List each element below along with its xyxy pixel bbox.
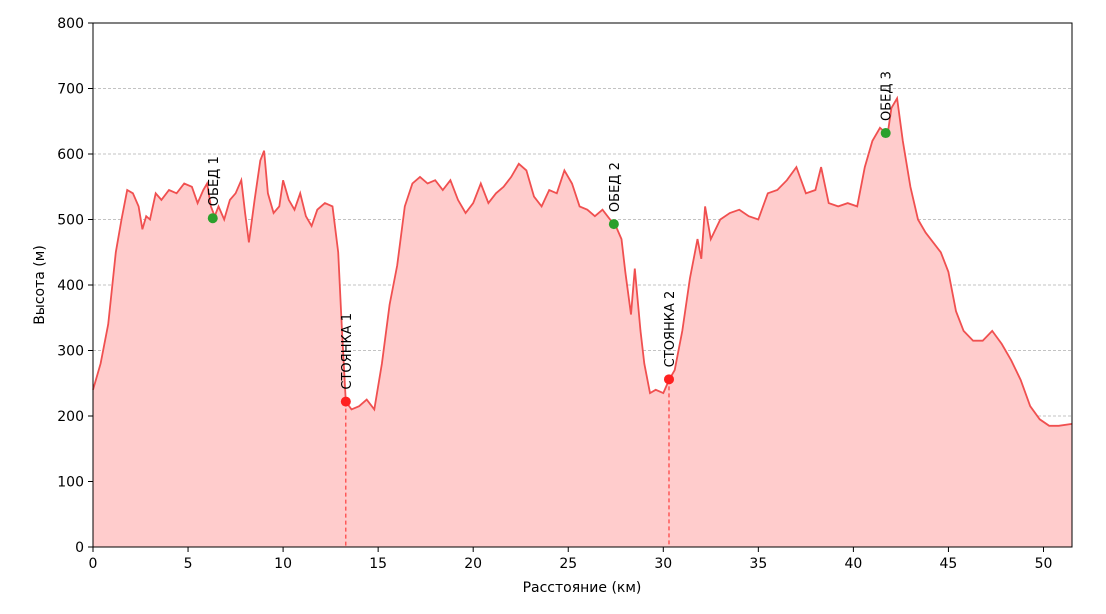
marker [608, 219, 619, 230]
marker-label: СТОЯНКА 2 [663, 291, 678, 368]
x-tick-label: 20 [464, 556, 482, 572]
plot-frame [92, 22, 1073, 548]
x-tick-label: 10 [274, 556, 292, 572]
y-tick-label: 300 [57, 344, 84, 360]
y-tick-label: 400 [57, 278, 84, 294]
y-tick-label: 500 [57, 213, 84, 229]
x-tick-label: 50 [1035, 556, 1053, 572]
x-tick-label: 15 [369, 556, 387, 572]
marker [340, 396, 351, 407]
area [93, 98, 1072, 548]
x-tick-label: 40 [844, 556, 862, 572]
x-tick-label: 45 [940, 556, 958, 572]
x-tick-label: 35 [749, 556, 767, 572]
x-axis-label: Расстояние (км) [523, 580, 642, 596]
y-axis-label: Высота (м) [32, 245, 48, 325]
y-tick-label: 800 [57, 16, 84, 32]
x-tick-label: 25 [559, 556, 577, 572]
marker-label: ОБЕД 2 [608, 162, 623, 212]
y-tick-label: 0 [75, 540, 84, 556]
marker [880, 128, 891, 139]
y-tick-label: 700 [57, 82, 84, 98]
marker-label: ОБЕД 1 [207, 156, 222, 206]
y-tick-label: 600 [57, 147, 84, 163]
y-tick-label: 100 [57, 475, 84, 491]
marker-label: СТОЯНКА 1 [340, 313, 355, 390]
x-tick-label: 0 [89, 556, 98, 572]
marker [663, 374, 674, 385]
marker-label: ОБЕД 3 [880, 71, 895, 121]
x-tick-label: 30 [654, 556, 672, 572]
y-tick-label: 200 [57, 409, 84, 425]
marker [207, 213, 218, 224]
line [92, 95, 1073, 427]
x-tick-label: 5 [184, 556, 193, 572]
